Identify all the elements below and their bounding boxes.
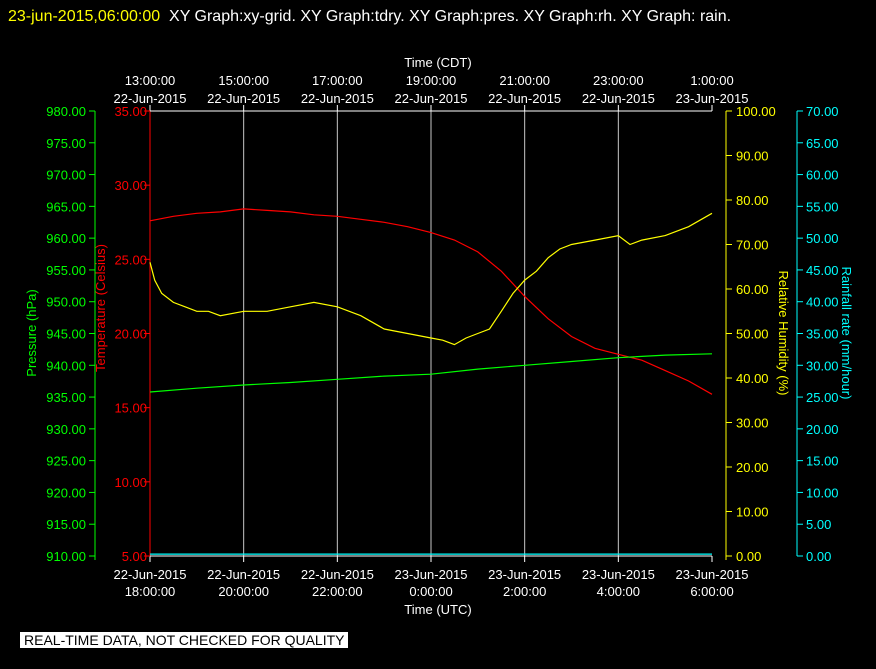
- temperature-axis-title: Temperature (Celsius): [93, 244, 108, 372]
- pressure-tick-label: 930.00: [46, 422, 86, 437]
- top-tick-label-time: 1:00:00: [690, 73, 733, 88]
- graph-list: XY Graph:xy-grid. XY Graph:tdry. XY Grap…: [169, 8, 732, 25]
- humidity-tick-label: 30.00: [736, 416, 769, 431]
- bottom-axis-title: Time (UTC): [404, 602, 471, 617]
- humidity-tick-label: 90.00: [736, 149, 769, 164]
- rain-tick-label: 0.00: [806, 549, 831, 564]
- bottom-tick-label-time: 0:00:00: [409, 584, 452, 599]
- temperature-tick-label: 5.00: [122, 549, 147, 564]
- bottom-tick-label-time: 6:00:00: [690, 584, 733, 599]
- pressure-tick-label: 980.00: [46, 104, 86, 119]
- rain-tick-label: 55.00: [806, 199, 839, 214]
- rain-tick-label: 45.00: [806, 263, 839, 278]
- temperature-tick-label: 15.00: [114, 401, 147, 416]
- temperature-tick-label: 25.00: [114, 252, 147, 267]
- top-tick-label-date: 22-Jun-2015: [582, 91, 655, 106]
- quality-notice: REAL-TIME DATA, NOT CHECKED FOR QUALITY: [20, 632, 349, 648]
- bottom-tick-label-time: 18:00:00: [125, 584, 176, 599]
- humidity-axis-title: Relative Humidity (%): [776, 271, 791, 396]
- bottom-tick-label-time: 22:00:00: [312, 584, 363, 599]
- temperature-tick-label: 30.00: [114, 178, 147, 193]
- humidity-tick-label: 60.00: [736, 282, 769, 297]
- pressure-tick-label: 965.00: [46, 199, 86, 214]
- top-tick-label-time: 17:00:00: [312, 73, 363, 88]
- humidity-tick-label: 70.00: [736, 238, 769, 253]
- pressure-tick-label: 910.00: [46, 549, 86, 564]
- bottom-tick-label-time: 4:00:00: [597, 584, 640, 599]
- top-tick-label-time: 13:00:00: [125, 73, 176, 88]
- humidity-tick-label: 50.00: [736, 327, 769, 342]
- bottom-tick-label-date: 22-Jun-2015: [301, 567, 374, 582]
- pressure-tick-label: 955.00: [46, 263, 86, 278]
- pressure-tick-label: 915.00: [46, 517, 86, 532]
- pressure-tick-label: 920.00: [46, 485, 86, 500]
- rain-tick-label: 20.00: [806, 422, 839, 437]
- top-tick-label-date: 22-Jun-2015: [488, 91, 561, 106]
- rain-tick-label: 65.00: [806, 136, 839, 151]
- top-tick-label-date: 22-Jun-2015: [395, 91, 468, 106]
- pressure-line: [149, 353, 713, 393]
- bottom-tick-label-date: 23-Jun-2015: [395, 567, 468, 582]
- pressure-tick-label: 960.00: [46, 231, 86, 246]
- pressure-tick-label: 970.00: [46, 168, 86, 183]
- top-tick-label-time: 23:00:00: [593, 73, 644, 88]
- bottom-tick-label-date: 23-Jun-2015: [676, 567, 749, 582]
- temperature-line: [149, 208, 713, 395]
- top-tick-label-time: 15:00:00: [218, 73, 269, 88]
- humidity-tick-label: 40.00: [736, 371, 769, 386]
- bottom-tick-label-date: 22-Jun-2015: [114, 567, 187, 582]
- bottom-tick-label-time: 2:00:00: [503, 584, 546, 599]
- bottom-tick-label-time: 20:00:00: [218, 584, 269, 599]
- rain-tick-label: 10.00: [806, 485, 839, 500]
- humidity-tick-label: 100.00: [736, 104, 776, 119]
- rain-axis-title: Rainfall rate (mm/hour): [839, 267, 854, 400]
- pressure-tick-label: 925.00: [46, 454, 86, 469]
- pressure-tick-label: 935.00: [46, 390, 86, 405]
- rain-tick-label: 30.00: [806, 358, 839, 373]
- temperature-tick-label: 10.00: [114, 475, 147, 490]
- pressure-axis-title: Pressure (hPa): [24, 289, 39, 376]
- rain-tick-label: 70.00: [806, 104, 839, 119]
- top-tick-label-date: 22-Jun-2015: [301, 91, 374, 106]
- rain-tick-label: 35.00: [806, 327, 839, 342]
- pressure-tick-label: 950.00: [46, 295, 86, 310]
- humidity-line: [149, 212, 713, 346]
- timestamp: 23-jun-2015,06:00:00: [8, 8, 161, 25]
- rain-tick-label: 5.00: [806, 517, 831, 532]
- rain-tick-label: 40.00: [806, 295, 839, 310]
- temperature-tick-label: 35.00: [114, 104, 147, 119]
- pressure-tick-label: 945.00: [46, 327, 86, 342]
- bottom-tick-label-date: 23-Jun-2015: [488, 567, 561, 582]
- pressure-tick-label: 940.00: [46, 358, 86, 373]
- chart-title: 23-jun-2015,06:00:00 XY Graph:xy-grid. X…: [8, 3, 868, 31]
- top-tick-label-time: 19:00:00: [406, 73, 457, 88]
- rain-tick-label: 25.00: [806, 390, 839, 405]
- humidity-tick-label: 80.00: [736, 193, 769, 208]
- humidity-tick-label: 10.00: [736, 505, 769, 520]
- bottom-tick-label-date: 23-Jun-2015: [582, 567, 655, 582]
- rain-tick-label: 60.00: [806, 168, 839, 183]
- rain-tick-label: 50.00: [806, 231, 839, 246]
- top-tick-label-date: 23-Jun-2015: [676, 91, 749, 106]
- rain-tick-label: 15.00: [806, 454, 839, 469]
- pressure-tick-label: 975.00: [46, 136, 86, 151]
- temperature-tick-label: 20.00: [114, 327, 147, 342]
- top-tick-label-date: 22-Jun-2015: [207, 91, 280, 106]
- top-tick-label-date: 22-Jun-2015: [114, 91, 187, 106]
- top-axis-title: Time (CDT): [404, 55, 471, 70]
- humidity-tick-label: 0.00: [736, 549, 761, 564]
- humidity-tick-label: 20.00: [736, 460, 769, 475]
- bottom-tick-label-date: 22-Jun-2015: [207, 567, 280, 582]
- top-tick-label-time: 21:00:00: [499, 73, 550, 88]
